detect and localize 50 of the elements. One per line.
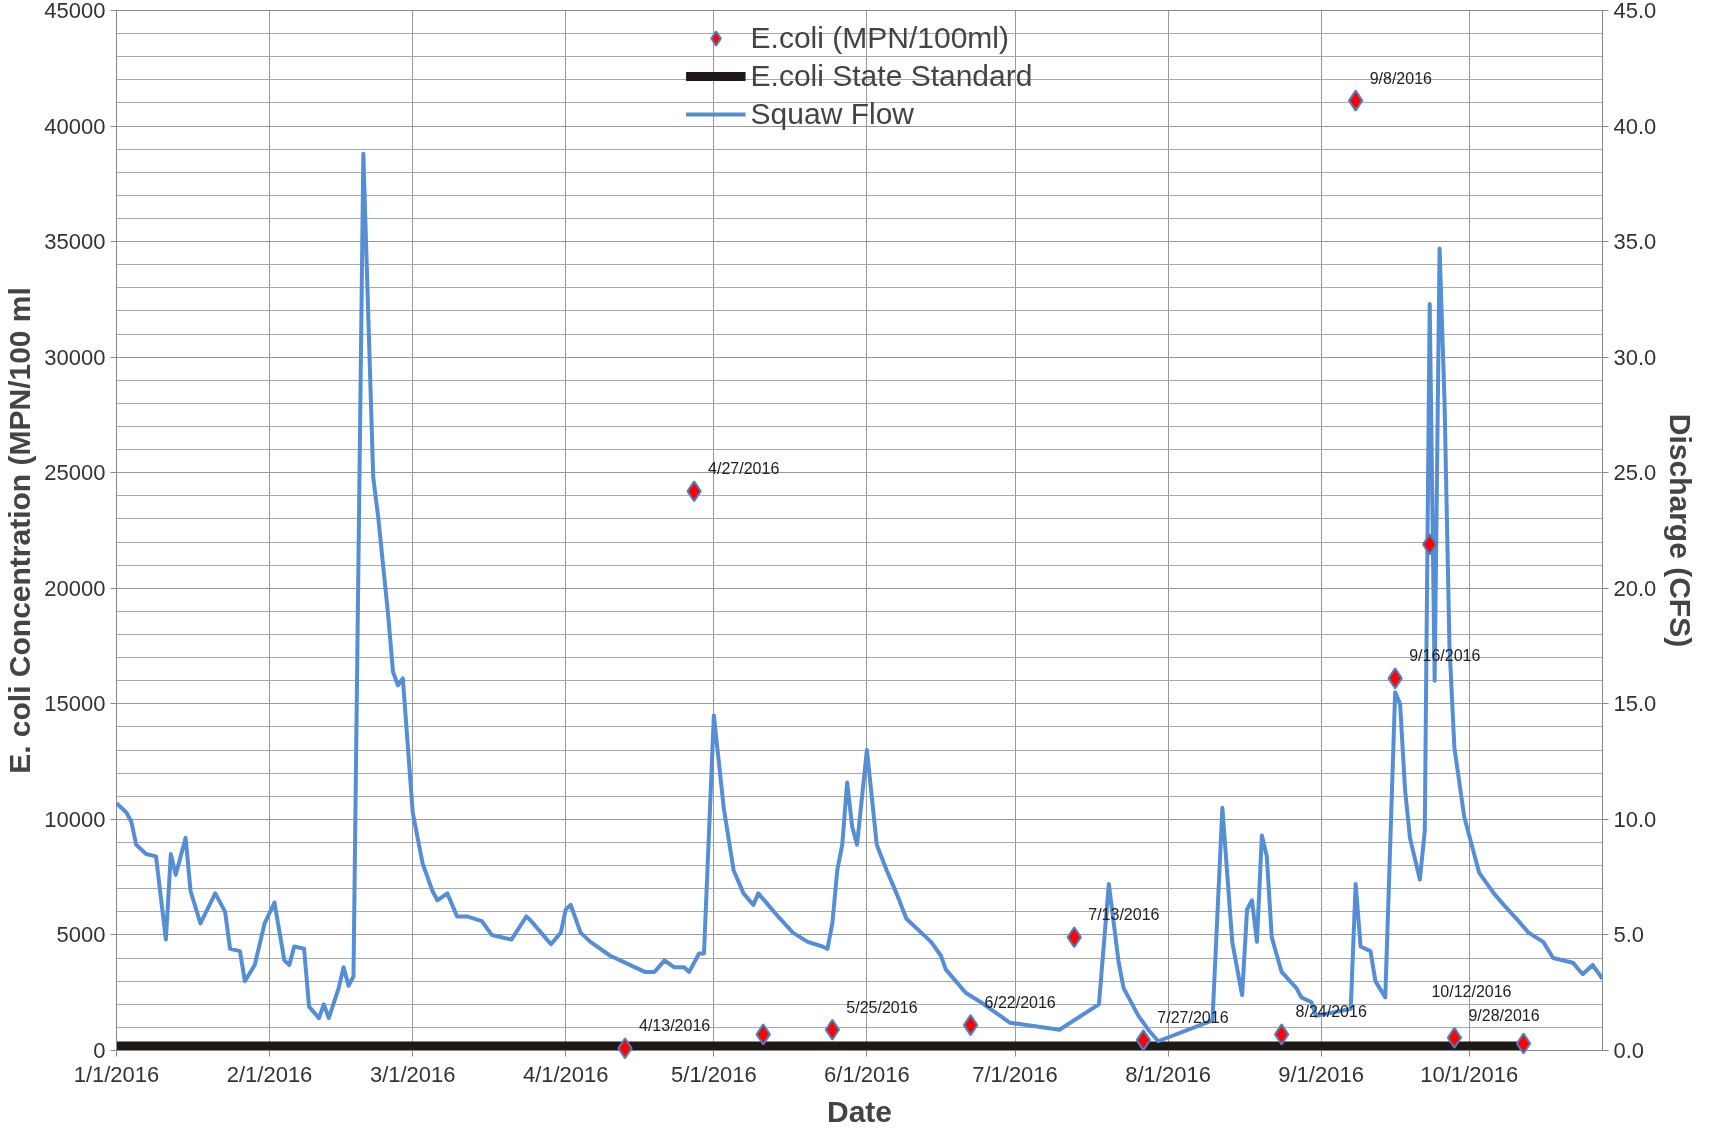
point bbox=[1135, 1029, 1152, 1052]
y2-tick-label: 45.0 bbox=[1613, 0, 1657, 23]
point bbox=[1515, 1032, 1532, 1055]
annotation: 4/27/2016 bbox=[708, 460, 780, 478]
y2-tick-label: 25.0 bbox=[1613, 460, 1657, 486]
y2-tick-label: 35.0 bbox=[1613, 229, 1657, 255]
x-tick-label: 5/1/2016 bbox=[671, 1061, 757, 1087]
y2-tick-label: 15.0 bbox=[1613, 691, 1657, 717]
x-tick-label: 8/1/2016 bbox=[1125, 1061, 1211, 1087]
y-axis-title: E. coli Concentration (MPN/100 ml bbox=[3, 287, 37, 774]
x-tick-label: 4/1/2016 bbox=[522, 1061, 609, 1087]
y2-tick-label: 20.0 bbox=[1613, 575, 1657, 601]
y-tick-label: 5000 bbox=[56, 922, 106, 948]
y-tick-label: 0 bbox=[93, 1038, 106, 1063]
annotation: 9/28/2016 bbox=[1468, 1006, 1540, 1024]
y2-tick-label: 5.0 bbox=[1613, 922, 1645, 948]
point bbox=[1446, 1026, 1463, 1049]
point bbox=[962, 1014, 979, 1037]
y-tick-label: 45000 bbox=[44, 0, 106, 23]
x-tick-label: 7/1/2016 bbox=[972, 1061, 1058, 1087]
y-tick-label: 30000 bbox=[44, 344, 106, 370]
legend-label: Squaw Flow bbox=[750, 97, 914, 131]
y-tick-label: 10000 bbox=[44, 806, 106, 832]
annotation: 4/13/2016 bbox=[639, 1017, 711, 1035]
x-tick-label: 3/1/2016 bbox=[369, 1061, 456, 1087]
y-tick-label: 25000 bbox=[44, 460, 106, 486]
annotation: 10/12/2016 bbox=[1431, 982, 1512, 1000]
y2-axis-title: Discharge (CFS) bbox=[1664, 413, 1698, 648]
x-tick-label: 1/1/2016 bbox=[73, 1061, 160, 1087]
y2-tick-label: 40.0 bbox=[1613, 113, 1657, 139]
y-tick-label: 40000 bbox=[44, 113, 106, 139]
legend-label: E.coli State Standard bbox=[750, 59, 1033, 93]
x-axis-title: Date bbox=[826, 1094, 893, 1128]
point bbox=[1347, 89, 1364, 112]
annotation: 9/8/2016 bbox=[1369, 69, 1433, 87]
annotation: 5/25/2016 bbox=[846, 998, 918, 1016]
y2-tick-label: 30.0 bbox=[1613, 344, 1657, 370]
x-tick-label: 6/1/2016 bbox=[824, 1061, 910, 1087]
y-tick-label: 15000 bbox=[44, 691, 106, 717]
y-tick-label: 20000 bbox=[44, 575, 106, 601]
x-tick-label: 2/1/2016 bbox=[226, 1061, 313, 1087]
annotation: 6/22/2016 bbox=[984, 994, 1056, 1012]
legend-label: E.coli (MPN/100ml) bbox=[750, 21, 1009, 55]
y2-tick-label: 10.0 bbox=[1613, 806, 1657, 832]
point bbox=[824, 1018, 841, 1041]
x-tick-label: 9/1/2016 bbox=[1278, 1061, 1364, 1087]
y-tick-label: 35000 bbox=[44, 229, 106, 255]
point bbox=[1273, 1023, 1290, 1046]
x-tick-label: 10/1/2016 bbox=[1420, 1061, 1519, 1087]
y2-tick-label: 0.0 bbox=[1613, 1038, 1645, 1063]
